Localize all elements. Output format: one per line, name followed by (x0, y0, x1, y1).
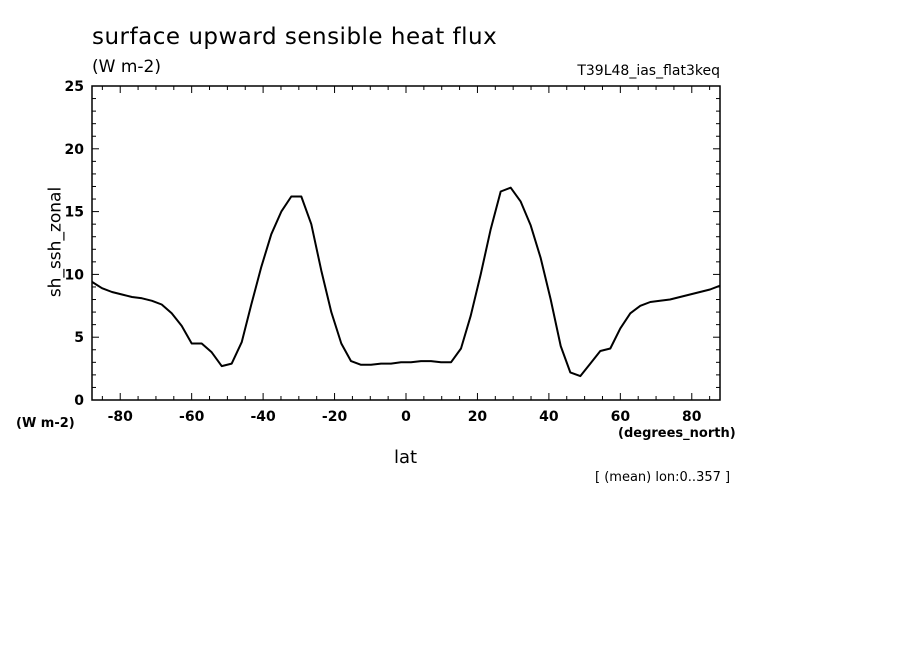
x-tick-label: 0 (401, 409, 411, 425)
x-tick-label: 20 (468, 409, 488, 425)
averaging-note: [ (mean) lon:0..357 ] (595, 470, 731, 485)
y-tick-label: 20 (65, 142, 85, 158)
y-tick-label: 15 (65, 205, 84, 221)
y-tick-label: 5 (74, 330, 84, 346)
x-tick-label: -40 (250, 409, 276, 425)
plot-frame (91, 85, 721, 401)
y-tick-label: 10 (65, 267, 85, 283)
x-tick-label: -20 (322, 409, 348, 425)
y-tick-label: 0 (74, 393, 84, 409)
x-axis-units: (degrees_north) (618, 426, 736, 441)
x-tick-label: 80 (682, 409, 702, 425)
x-tick-label: -80 (108, 409, 134, 425)
run-id: T39L48_ias_flat3keq (577, 63, 720, 79)
x-axis-label: lat (394, 447, 418, 468)
x-tick-label: -60 (179, 409, 205, 425)
y-axis-units: (W m-2) (16, 416, 75, 431)
x-tick-label: 40 (539, 409, 559, 425)
chart-units: (W m-2) (92, 57, 161, 77)
series-line (91, 186, 721, 378)
y-tick-label: 25 (65, 79, 84, 95)
chart-title: surface upward sensible heat flux (92, 24, 498, 50)
x-tick-label: 60 (611, 409, 631, 425)
